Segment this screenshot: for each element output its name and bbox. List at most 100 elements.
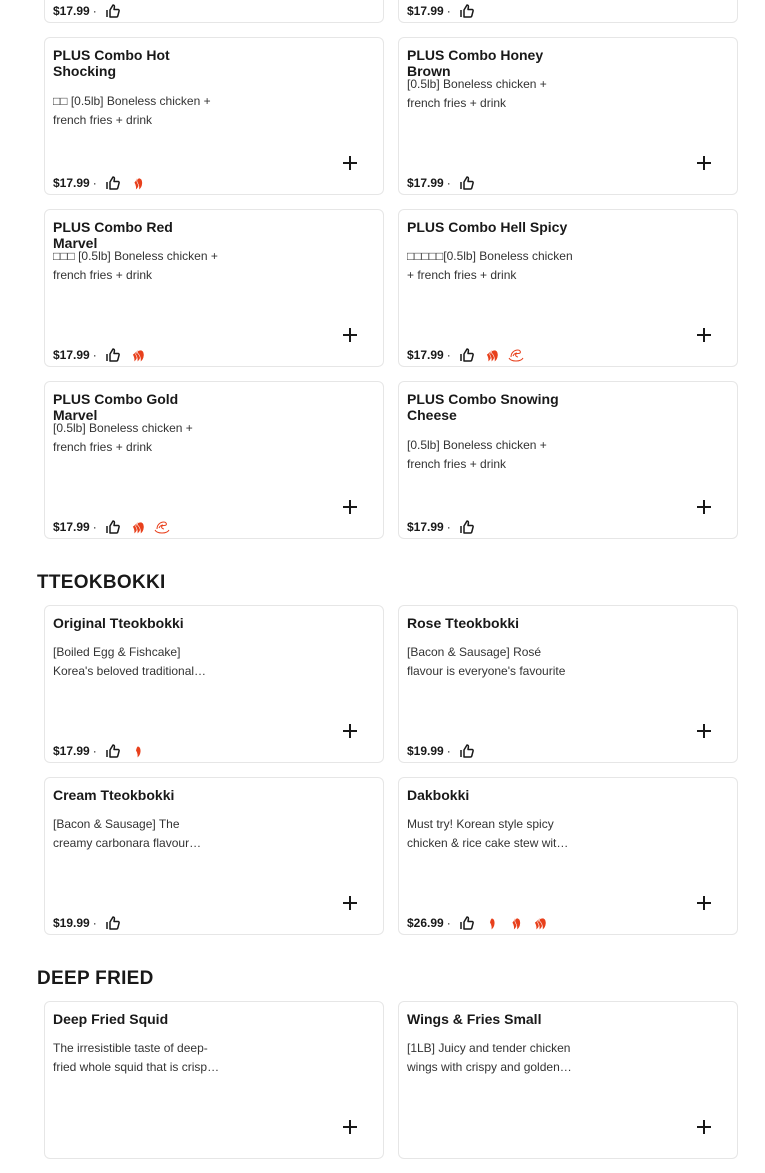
item-description: [0.5lb] Boneless chicken + french fries …: [407, 438, 547, 471]
chili-pepper-3-icon: [129, 519, 145, 535]
plus-icon: [695, 156, 713, 176]
menu-item-card[interactable]: Rose Tteokbokki [Bacon & Sausage] Rosé fl…: [398, 605, 738, 763]
thumbs-up-icon: [459, 3, 475, 19]
thumbs-up-icon: [459, 175, 475, 191]
item-title: PLUS Combo Honey Brown: [407, 47, 544, 79]
item-footer: $17.99 ·: [53, 171, 153, 195]
add-to-cart-button[interactable]: [695, 326, 713, 344]
separator-dot: ·: [446, 348, 451, 362]
item-description: [Boiled Egg & Fishcake] Korea's beloved …: [53, 645, 195, 678]
plus-icon: [341, 724, 359, 744]
item-description: [0.5lb] Boneless chicken + french fries …: [53, 421, 193, 454]
menu-item-card[interactable]: $17.99 ·: [398, 0, 738, 23]
plus-icon: [695, 500, 713, 520]
menu-item-card[interactable]: PLUS Combo Snowing Cheese [0.5lb] Boneles…: [398, 381, 738, 539]
item-price: $17.99: [53, 744, 90, 758]
chili-pepper-1-icon: [129, 743, 145, 759]
thumbs-up-icon: [105, 3, 121, 19]
plus-icon: [341, 156, 359, 176]
separator-dot: ·: [446, 4, 451, 18]
chili-pepper-3-icon: [531, 915, 547, 931]
add-to-cart-button[interactable]: [695, 722, 713, 740]
chili-pepper-3-icon: [129, 347, 145, 363]
menu-item-card[interactable]: Dakbokki Must try! Korean style spicy chi…: [398, 777, 738, 935]
item-title: Original Tteokbokki: [53, 615, 184, 631]
menu-item-card[interactable]: PLUS Combo Red Marvel □□□ [0.5lb] Boneles…: [44, 209, 384, 367]
swirl-icon: [153, 519, 171, 535]
add-to-cart-button[interactable]: [695, 154, 713, 172]
menu-item-card[interactable]: PLUS Combo Honey Brown [0.5lb] Boneless c…: [398, 37, 738, 195]
item-title: Deep Fried Squid: [53, 1011, 169, 1027]
swirl-icon: [507, 347, 525, 363]
item-title: Dakbokki: [407, 787, 470, 803]
menu-row: $17.99 · $17.99 ·: [44, 0, 765, 23]
separator-dot: ·: [446, 520, 451, 534]
item-footer: $19.99 ·: [53, 911, 129, 935]
chili-pepper-1-icon: [483, 915, 499, 931]
item-title: PLUS Combo Hell Spicy: [407, 219, 568, 235]
item-price: $17.99: [407, 348, 444, 362]
item-price: $17.99: [53, 348, 90, 362]
item-title: PLUS Combo Red Marvel: [53, 219, 173, 251]
separator-dot: ·: [92, 916, 97, 930]
add-to-cart-button[interactable]: [695, 894, 713, 912]
item-footer: $17.99 ·: [53, 0, 129, 23]
plus-icon: [341, 328, 359, 348]
item-title: PLUS Combo Snowing Cheese: [407, 391, 559, 423]
thumbs-up-icon: [459, 743, 475, 759]
menu-item-card[interactable]: PLUS Combo Hell Spicy □□□□□[0.5lb] Bonele…: [398, 209, 738, 367]
add-to-cart-button[interactable]: [695, 1118, 713, 1136]
separator-dot: ·: [92, 176, 97, 190]
item-description: □□□□□[0.5lb] Boneless chicken + french f…: [407, 249, 573, 282]
menu-item-card[interactable]: Deep Fried Squid The irresistible taste o…: [44, 1001, 384, 1159]
add-to-cart-button[interactable]: [341, 1118, 359, 1136]
plus-icon: [695, 724, 713, 744]
add-to-cart-button[interactable]: [341, 722, 359, 740]
menu-row: Original Tteokbokki [Boiled Egg & Fishcak…: [44, 605, 765, 763]
thumbs-up-icon: [105, 915, 121, 931]
item-price: $17.99: [407, 4, 444, 18]
chili-pepper-2-icon: [129, 175, 145, 191]
thumbs-up-icon: [105, 743, 121, 759]
item-footer: $17.99 ·: [53, 739, 153, 763]
add-to-cart-button[interactable]: [341, 894, 359, 912]
separator-dot: ·: [92, 348, 97, 362]
separator-dot: ·: [446, 916, 451, 930]
menu-row: Deep Fried Squid The irresistible taste o…: [44, 1001, 765, 1159]
thumbs-up-icon: [105, 175, 121, 191]
thumbs-up-icon: [105, 519, 121, 535]
thumbs-up-icon: [459, 519, 475, 535]
item-title: PLUS Combo Hot Shocking: [53, 47, 170, 79]
thumbs-up-icon: [105, 347, 121, 363]
item-footer: $19.99 ·: [407, 739, 483, 763]
add-to-cart-button[interactable]: [341, 154, 359, 172]
menu-row: PLUS Combo Hot Shocking □□ [0.5lb] Bonele…: [44, 37, 765, 195]
chili-pepper-3-icon: [483, 347, 499, 363]
plus-icon: [341, 0, 359, 4]
plus-icon: [695, 0, 713, 4]
menu-item-card[interactable]: PLUS Combo Gold Marvel [0.5lb] Boneless c…: [44, 381, 384, 539]
item-price: $17.99: [407, 520, 444, 534]
separator-dot: ·: [92, 520, 97, 534]
plus-icon: [695, 1120, 713, 1140]
add-to-cart-button[interactable]: [695, 498, 713, 516]
menu-item-card[interactable]: $17.99 ·: [44, 0, 384, 23]
menu-row: PLUS Combo Gold Marvel [0.5lb] Boneless c…: [44, 381, 765, 539]
add-to-cart-button[interactable]: [341, 326, 359, 344]
plus-icon: [341, 1120, 359, 1140]
add-to-cart-button[interactable]: [341, 498, 359, 516]
item-footer: $17.99 ·: [407, 0, 483, 23]
menu-item-card[interactable]: Cream Tteokbokki [Bacon & Sausage] The cr…: [44, 777, 384, 935]
menu-item-card[interactable]: Original Tteokbokki [Boiled Egg & Fishcak…: [44, 605, 384, 763]
menu-item-card[interactable]: Wings & Fries Small [1LB] Juicy and tende…: [398, 1001, 738, 1159]
menu-item-card[interactable]: PLUS Combo Hot Shocking □□ [0.5lb] Bonele…: [44, 37, 384, 195]
item-footer: $17.99 ·: [407, 515, 483, 539]
separator-dot: ·: [446, 176, 451, 190]
item-description: [Bacon & Sausage] The creamy carbonara f…: [53, 817, 190, 850]
item-description: □□ [0.5lb] Boneless chicken + french fri…: [53, 94, 211, 127]
plus-icon: [341, 500, 359, 520]
item-footer: $17.99 ·: [407, 171, 483, 195]
item-price: $17.99: [407, 176, 444, 190]
section-title: DEEP FRIED: [37, 968, 154, 989]
